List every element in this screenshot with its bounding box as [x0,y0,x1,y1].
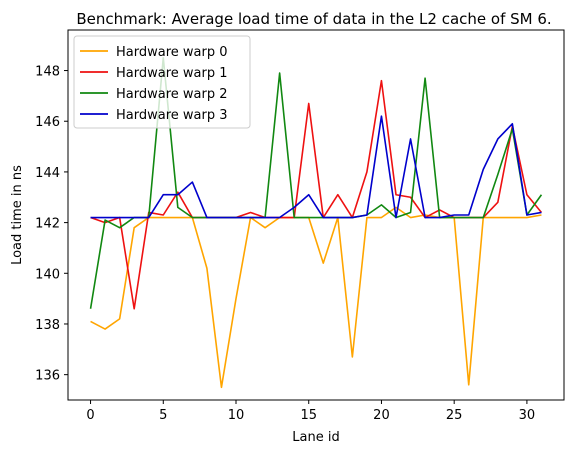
legend-label-warp-3: Hardware warp 3 [116,108,228,123]
x-tick-label: 5 [159,408,167,423]
x-axis: 0 5 10 15 20 25 30 [86,400,535,423]
chart-title: Benchmark: Average load time of data in … [76,10,551,28]
y-tick-label: 146 [35,115,60,130]
y-tick-label: 144 [35,166,60,181]
x-tick-label: 20 [373,408,390,423]
x-tick-label: 25 [446,408,463,423]
legend-label-warp-1: Hardware warp 1 [116,66,228,81]
x-tick-label: 10 [228,408,245,423]
series-line-warp-3 [90,115,542,219]
y-tick-label: 138 [35,318,60,333]
legend-label-warp-0: Hardware warp 0 [116,45,228,60]
x-tick-label: 15 [300,408,317,423]
y-axis-label: Load time in ns [10,165,25,265]
y-tick-label: 148 [35,65,60,80]
legend-box [73,35,251,129]
x-axis-label: Lane id [292,430,339,445]
x-tick-label: 30 [519,408,536,423]
y-tick-label: 136 [35,369,60,384]
y-axis: 136 138 140 142 144 146 148 [35,65,68,384]
legend: Hardware warp 0 Hardware warp 1 Hardware w… [73,35,251,129]
legend-label-warp-2: Hardware warp 2 [116,87,228,102]
x-tick-label: 0 [86,408,94,423]
y-tick-label: 140 [35,267,60,282]
series-line-warp-0 [90,206,542,389]
y-tick-label: 142 [35,217,60,232]
